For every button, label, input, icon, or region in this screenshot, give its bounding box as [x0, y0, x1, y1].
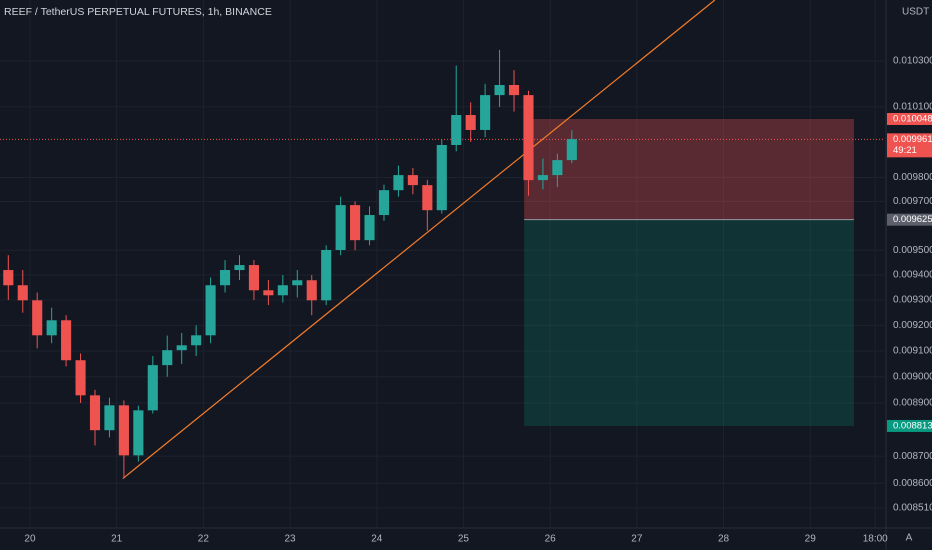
- stop-tag-bg: [887, 112, 932, 125]
- candle-body: [465, 115, 476, 130]
- axes: 0.010300 0.010100 0.009800 0.009700 0.009500…: [24, 56, 932, 545]
- last-price-tag-bg: [887, 133, 932, 158]
- y-tick-label: 0.008700: [893, 451, 932, 462]
- candle-body: [61, 320, 72, 361]
- y-tick-label: 0.010100: [893, 102, 932, 113]
- x-tick-label: 21: [111, 534, 123, 545]
- candle-body: [436, 144, 447, 211]
- candle-body: [552, 160, 563, 176]
- autoscale-button[interactable]: A: [906, 533, 913, 544]
- candle-body: [566, 139, 577, 161]
- y-tick-label: 0.008600: [893, 478, 932, 489]
- candle-body: [277, 285, 288, 296]
- stop-tag: 0.010048: [893, 114, 932, 125]
- candle-body: [451, 115, 462, 145]
- candle-body: [335, 205, 346, 251]
- y-tick-label: 0.009500: [893, 245, 932, 256]
- target-zone: [524, 219, 854, 426]
- grid: [0, 0, 885, 528]
- candle-body: [205, 285, 216, 336]
- candle-body: [480, 95, 491, 130]
- candle-body: [494, 84, 505, 96]
- candle-body: [75, 360, 86, 396]
- candle-body: [378, 190, 390, 216]
- candle-body: [191, 335, 202, 346]
- y-tick-label: 0.008510: [893, 502, 932, 513]
- y-tick-label: 0.009200: [893, 320, 932, 331]
- x-tick-label: 18:00: [863, 534, 888, 545]
- candle-body: [219, 270, 231, 286]
- stop-zone: [524, 118, 854, 220]
- y-tick-label: 0.009800: [893, 172, 932, 183]
- candle-body: [176, 345, 187, 351]
- candle-body: [32, 300, 43, 336]
- candle-body: [162, 350, 173, 366]
- target-tag: 0.008813: [893, 420, 932, 431]
- entry-tag: 0.009625: [893, 214, 932, 225]
- candle-body: [364, 215, 375, 241]
- x-tick-label: 29: [805, 534, 817, 545]
- candle-body: [350, 205, 361, 241]
- candle-body: [407, 175, 418, 186]
- candle-body: [147, 365, 158, 411]
- x-tick-label: 25: [458, 534, 470, 545]
- overlays: [0, 0, 885, 480]
- candle-body: [508, 84, 520, 96]
- x-tick-label: 23: [285, 534, 297, 545]
- x-tick-label: 27: [631, 534, 643, 545]
- candle-body: [3, 270, 14, 286]
- x-tick-label: 24: [371, 534, 383, 545]
- currency-label[interactable]: USDT: [902, 7, 929, 18]
- y-tick-label: 0.010300: [893, 56, 932, 67]
- candle-body: [234, 265, 245, 271]
- candle-body: [306, 280, 317, 301]
- y-tick-label: 0.009700: [893, 196, 932, 207]
- y-tick-label: 0.009300: [893, 295, 932, 306]
- y-tick-label: 0.009100: [893, 346, 932, 357]
- candle-body: [422, 185, 433, 211]
- candle-body: [393, 175, 404, 191]
- y-tick-label: 0.008900: [893, 398, 932, 409]
- trend-line: [122, 0, 716, 480]
- candle-body: [133, 410, 144, 456]
- candle-body: [118, 405, 129, 456]
- target-tag-bg: [887, 419, 932, 432]
- last-price-tag: 0.009961: [893, 134, 932, 145]
- candle-body: [523, 95, 534, 181]
- candle-body: [292, 280, 303, 286]
- candle-body: [537, 175, 548, 181]
- candle-body: [263, 290, 274, 296]
- x-tick-label: 20: [24, 534, 36, 545]
- candle-body: [17, 285, 28, 301]
- x-tick-label: 22: [198, 534, 210, 545]
- countdown: 49:21: [893, 145, 917, 156]
- x-tick-label: 28: [718, 534, 730, 545]
- chart-title: REEF / TetherUS PERPETUAL FUTURES, 1h, B…: [4, 6, 272, 18]
- candle-body: [321, 250, 332, 301]
- candle-body: [89, 395, 101, 431]
- entry-tag-bg: [887, 213, 932, 226]
- candles: [3, 49, 577, 479]
- candle-body: [248, 265, 259, 291]
- candle-body: [104, 405, 115, 431]
- y-tick-label: 0.009000: [893, 371, 932, 382]
- x-tick-label: 26: [545, 534, 557, 545]
- y-tick-label: 0.009400: [893, 270, 932, 281]
- candle-body: [46, 320, 57, 336]
